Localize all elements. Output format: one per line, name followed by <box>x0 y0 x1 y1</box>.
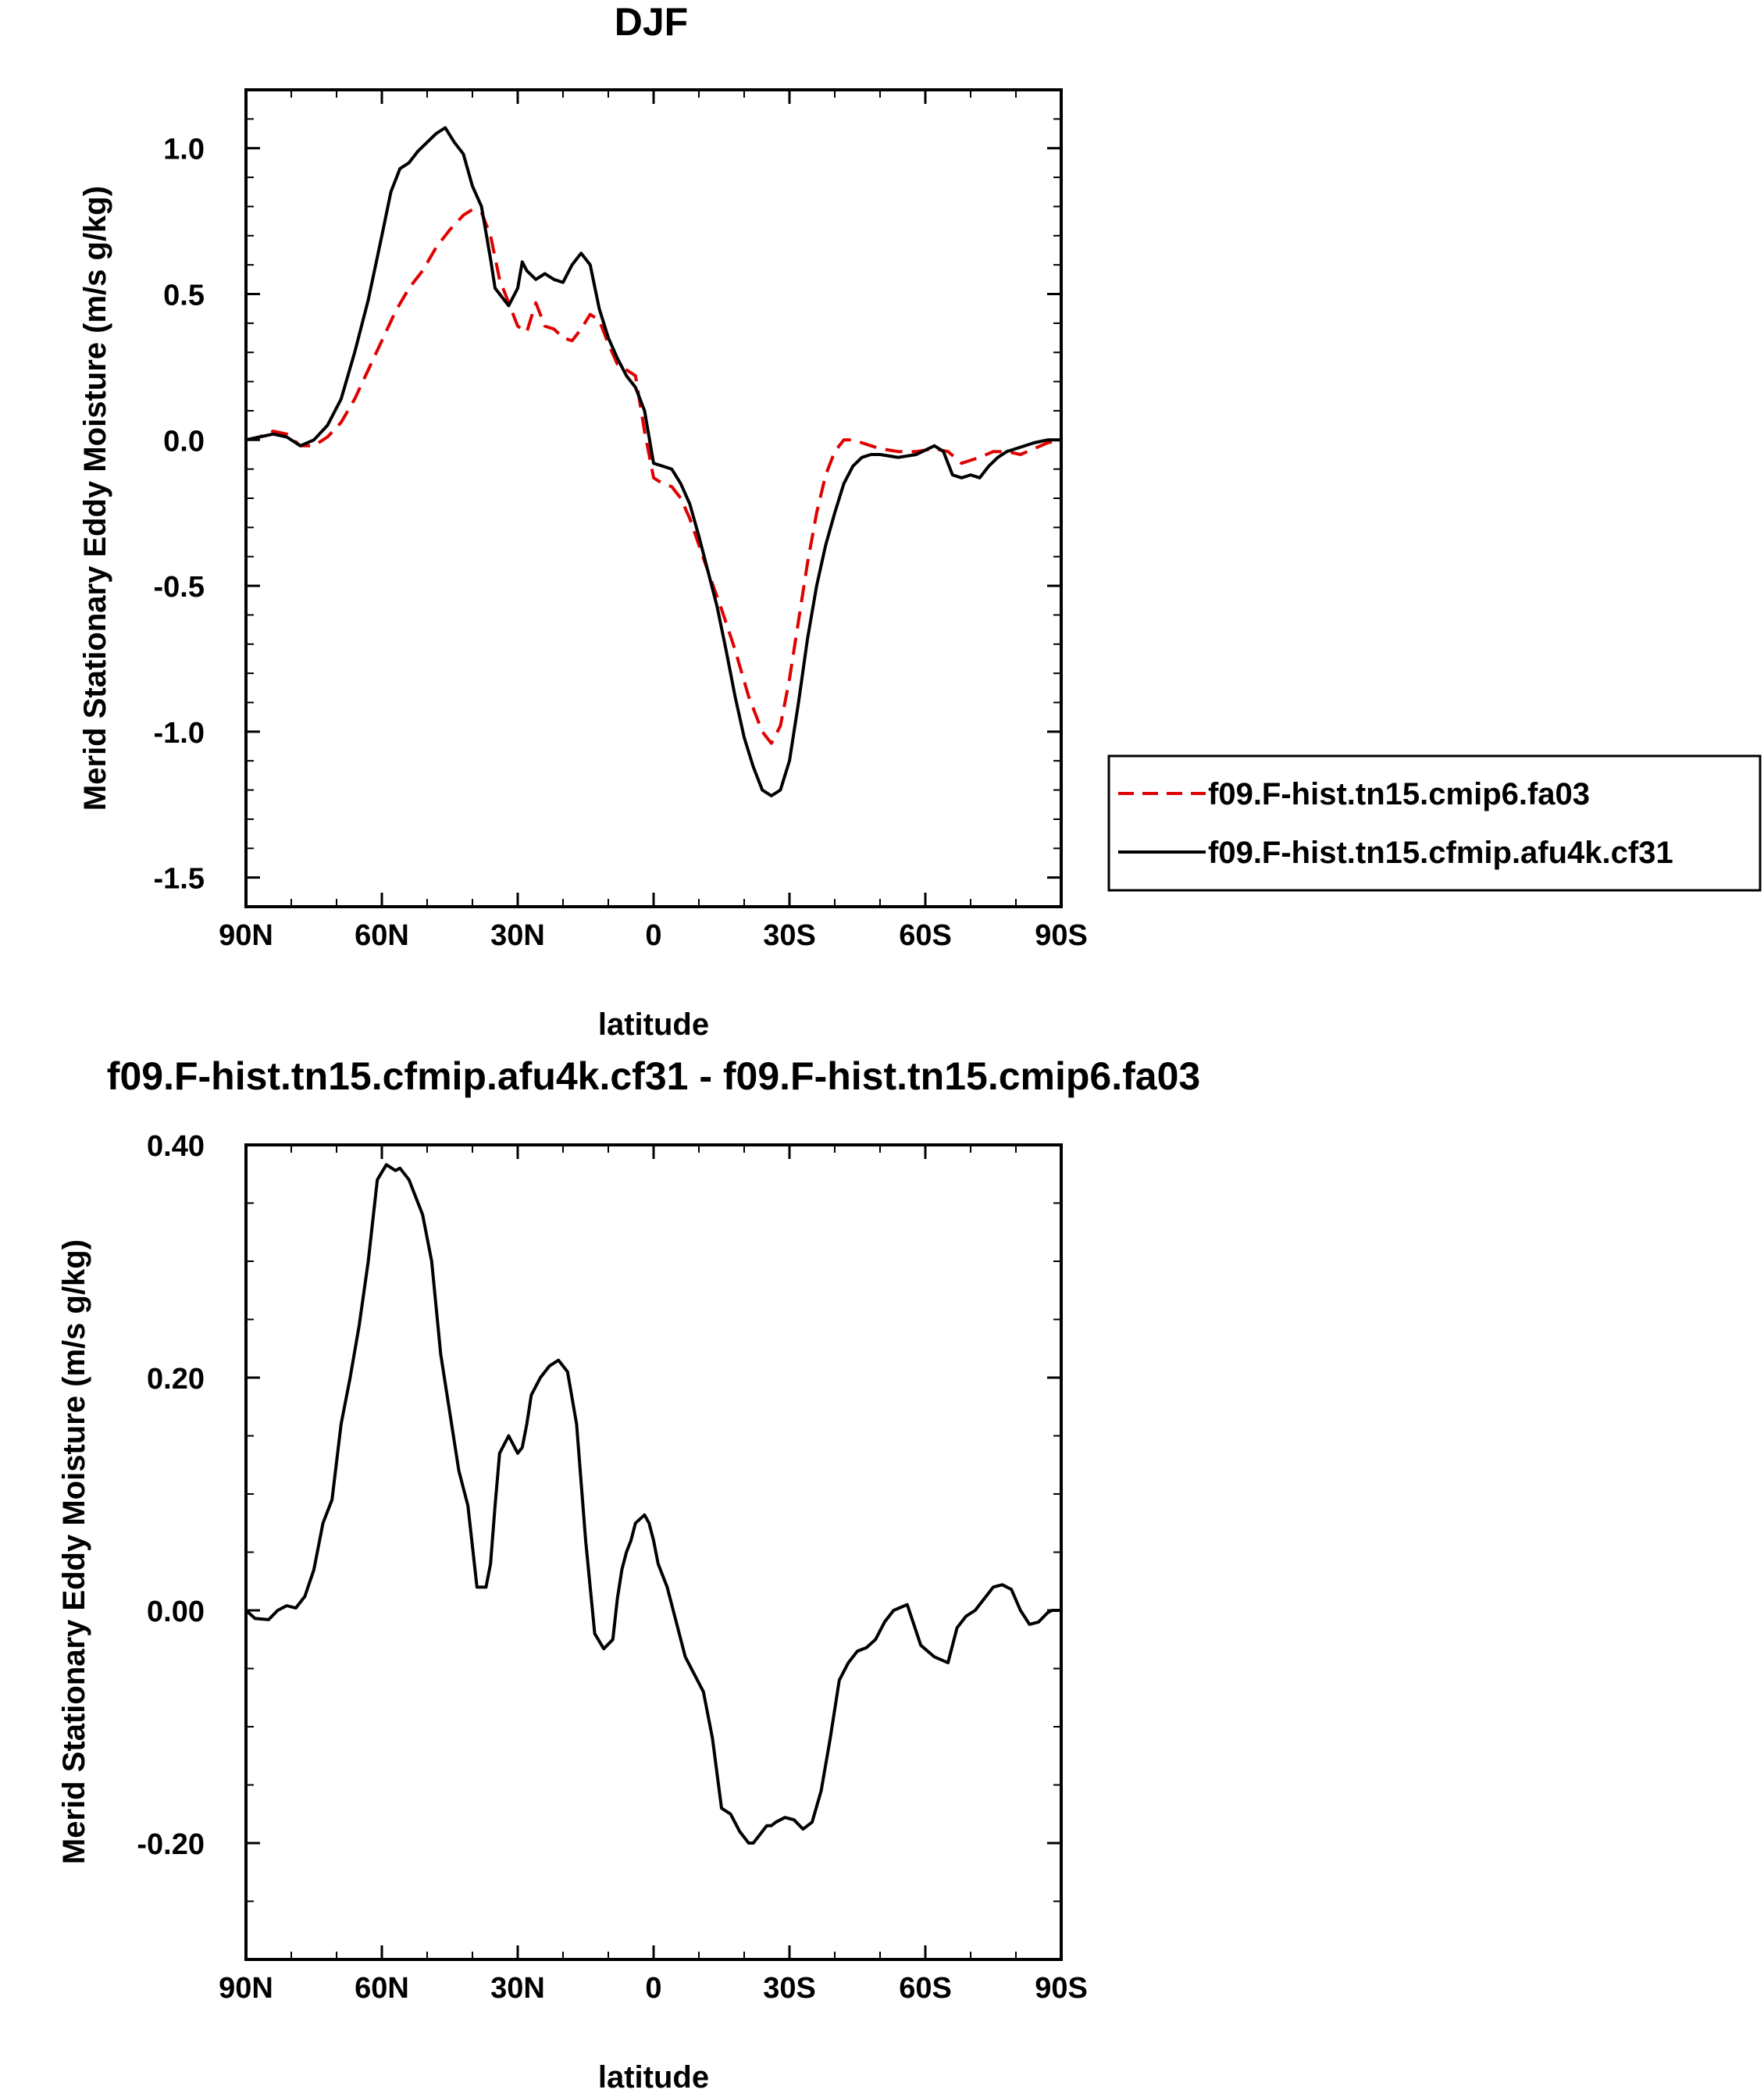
series-line-cmip6 <box>245 208 1062 745</box>
x-tick-label: 90N <box>219 1972 273 2005</box>
x-tick-label: 90N <box>219 919 273 952</box>
y-tick-label: -1.0 <box>154 717 205 750</box>
bottom-panel: f09.F-hist.tn15.cfmip.afu4k.cf31 - f09.F… <box>57 1054 1200 2093</box>
y-tick-label: 0.20 <box>147 1363 205 1396</box>
top-ticks: 1.0 0.5 0.0 -0.5 -1.0 -1.5 90N 60N 30N 0 30S 60S 90S <box>154 89 1088 952</box>
y-tick-label: -0.5 <box>154 571 205 604</box>
y-tick-label: 0.00 <box>147 1596 205 1628</box>
x-tick-label: 0 <box>645 919 661 952</box>
x-tick-label: 90S <box>1035 919 1088 952</box>
bottom-series <box>244 1163 1063 1845</box>
y-tick-label: 0.5 <box>163 280 205 312</box>
x-tick-label: 30S <box>763 919 816 952</box>
top-panel: DJF 1.0 0.5 0.0 -0.5 -1.0 -1.5 90N 60N 30N 0 30S 60… <box>78 0 1762 1042</box>
y-tick-label: 0.40 <box>147 1130 205 1163</box>
y-tick-label: -1.5 <box>154 863 205 896</box>
x-tick-label: 30S <box>763 1972 816 2005</box>
legend-label-cfmip: f09.F-hist.tn15.cfmip.afu4k.cf31 <box>1208 836 1673 870</box>
legend-label-cmip6: f09.F-hist.tn15.cmip6.fa03 <box>1208 777 1590 811</box>
x-tick-label: 90S <box>1035 1972 1088 2005</box>
top-y-axis-label: Merid Stationary Eddy Moisture (m/s g/kg… <box>78 186 112 811</box>
y-tick-label: 0.0 <box>163 425 205 458</box>
series-line-difference <box>244 1163 1063 1845</box>
y-tick-label: -0.20 <box>137 1828 205 1861</box>
bottom-y-axis-label: Merid Stationary Eddy Moisture (m/s g/kg… <box>57 1239 91 1864</box>
x-tick-label: 0 <box>645 1972 661 2005</box>
y-tick-label: 1.0 <box>163 134 205 166</box>
bottom-x-axis-label: latitude <box>598 2060 709 2093</box>
x-tick-label: 60N <box>355 1972 409 2005</box>
top-chart-title: DJF <box>615 0 688 44</box>
series-line-cfmip <box>244 126 1063 797</box>
bottom-ticks: 0.40 0.20 0.00 -0.20 90N 60N 30N 0 30S 60S 90S <box>137 1130 1087 2005</box>
top-x-axis-label: latitude <box>598 1007 709 1042</box>
x-tick-label: 30N <box>490 919 545 952</box>
legend: f09.F-hist.tn15.cmip6.fa03 f09.F-hist.tn… <box>1107 754 1762 892</box>
x-tick-label: 60S <box>899 919 952 952</box>
x-tick-label: 60S <box>899 1972 952 2005</box>
bottom-chart-title: f09.F-hist.tn15.cfmip.afu4k.cf31 - f09.F… <box>107 1054 1200 1098</box>
x-tick-label: 60N <box>355 919 409 952</box>
legend-box <box>1107 754 1762 892</box>
top-series <box>244 126 1063 797</box>
top-plot-frame <box>244 88 1063 908</box>
x-tick-label: 30N <box>490 1972 545 2005</box>
bottom-plot-frame <box>244 1143 1063 1961</box>
